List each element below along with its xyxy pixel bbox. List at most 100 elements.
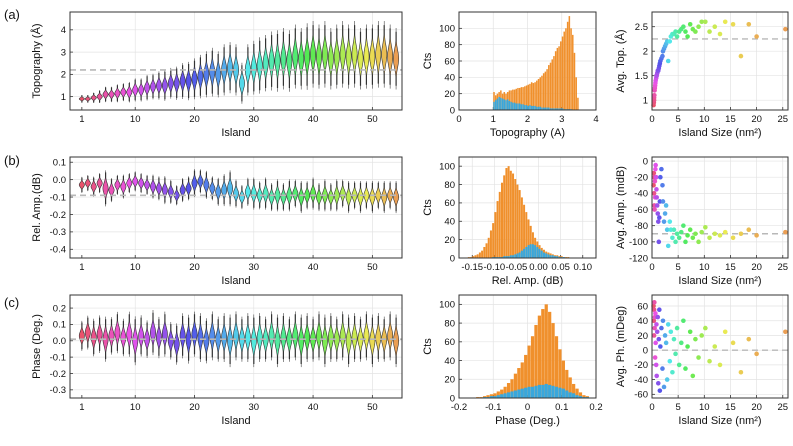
scatter-point <box>717 233 723 238</box>
hist-bar-orange <box>551 323 555 398</box>
scatter-point <box>673 239 678 245</box>
violin-16 <box>167 181 174 203</box>
hist-bar-orange <box>554 336 559 398</box>
scatter-point <box>722 229 728 235</box>
violin-54 <box>393 31 400 86</box>
scatter-point <box>693 231 698 237</box>
hist-bar-orange <box>496 391 500 398</box>
hist-bar-orange <box>553 56 555 110</box>
hist-bar-blue <box>572 393 576 398</box>
hist-bar-orange <box>560 41 562 110</box>
violin-44 <box>333 28 340 85</box>
violin-51 <box>375 316 382 360</box>
scatter-point <box>783 26 788 32</box>
y-tick-label: 1.5 <box>635 71 648 82</box>
hist-bar-blue <box>517 103 519 110</box>
hist-bar-orange <box>478 252 481 258</box>
hist-bar-blue <box>525 105 528 110</box>
x-tick-label: 30 <box>248 262 259 273</box>
hist-bar-orange <box>520 87 523 110</box>
hist-bar-blue <box>554 256 557 258</box>
hist-bar-blue <box>554 108 557 110</box>
x-tick-label: 40 <box>308 402 319 413</box>
scatter-point <box>664 227 670 233</box>
violin-2 <box>84 95 91 103</box>
scatter-point <box>670 369 675 375</box>
scatter-point <box>653 362 659 368</box>
violin-27 <box>232 181 240 207</box>
plot-frame <box>651 11 789 111</box>
scatter-point <box>783 329 788 335</box>
x-tick-label: -0.2 <box>451 402 467 413</box>
scatter-point <box>663 203 669 208</box>
y-tick-label: -100 <box>629 237 648 248</box>
scatter-point <box>660 182 665 188</box>
violin-8 <box>120 320 127 355</box>
violin-34 <box>274 181 281 210</box>
violin-49 <box>363 28 370 85</box>
y-tick-label: -0.1 <box>50 192 66 203</box>
chart-a_violin: 1 10 20 30 40 50 1 2 3 4 Island Topography (Å) <box>30 11 403 139</box>
hist-bar-orange <box>507 166 510 258</box>
violin-36 <box>286 181 293 210</box>
violin-21 <box>197 57 204 96</box>
violin-32 <box>262 38 269 88</box>
hist-bar-blue <box>544 107 547 110</box>
violin-33 <box>268 314 275 358</box>
x-tick-label: 5 <box>676 262 681 273</box>
histogram-bars <box>467 166 570 258</box>
violin-7 <box>114 85 121 102</box>
x-tick-label: 15 <box>725 402 736 413</box>
scatter-point <box>657 388 663 393</box>
hist-bar-orange <box>522 87 524 110</box>
scatter-point <box>660 318 666 324</box>
hist-bar-blue <box>489 396 494 398</box>
violin-26 <box>227 172 234 205</box>
scatter-point <box>699 229 704 235</box>
scatter-point <box>746 227 752 233</box>
violin-35 <box>280 184 287 210</box>
y-tick-label: -120 <box>629 253 648 264</box>
violin-30 <box>250 179 257 208</box>
violin-54 <box>393 182 400 212</box>
violin-5 <box>102 87 109 102</box>
hist-bar-orange <box>539 77 541 110</box>
y-tick-label: -0.2 <box>50 210 66 221</box>
x-tick-label: 0.10 <box>573 262 592 273</box>
hist-bar-orange <box>548 65 550 110</box>
x-tick-label: 0 <box>649 262 654 273</box>
hist-bar-blue <box>503 256 506 258</box>
hist-bar-blue <box>548 107 550 110</box>
violin-20 <box>191 314 198 355</box>
violin-46 <box>345 28 352 85</box>
x-tick-label: 1 <box>79 114 84 125</box>
x-tick-label: 0 <box>649 402 654 413</box>
y-axis-label: Phase (Deg.) <box>31 314 43 379</box>
hist-bar-orange <box>517 87 519 110</box>
violin-48 <box>357 182 364 212</box>
scatter-point <box>662 333 668 338</box>
hist-bar-orange <box>573 52 576 110</box>
violin-3 <box>90 93 97 103</box>
violin-12 <box>144 76 151 100</box>
scatter-point <box>696 24 701 30</box>
hist-bar-orange <box>546 69 548 110</box>
violin-27 <box>232 314 240 358</box>
violin-36 <box>286 319 293 360</box>
x-tick-label: 0 <box>525 402 530 413</box>
violin-27 <box>232 47 240 93</box>
x-axis-label: Topography (A) <box>490 127 565 139</box>
scatter-point <box>730 235 736 241</box>
violin-9 <box>126 314 133 355</box>
violin-9 <box>126 83 133 102</box>
hist-bar-orange <box>512 89 514 110</box>
violin-39 <box>304 316 311 360</box>
hist-bar-orange <box>537 78 540 110</box>
violin-16 <box>167 69 174 97</box>
hist-bar-orange <box>527 345 531 398</box>
x-tick-label: 15 <box>725 114 736 125</box>
y-tick-label: 40 <box>444 73 455 84</box>
hist-bar-orange <box>513 373 518 398</box>
hist-bar-blue <box>546 107 548 110</box>
hist-bar-blue <box>560 108 562 110</box>
